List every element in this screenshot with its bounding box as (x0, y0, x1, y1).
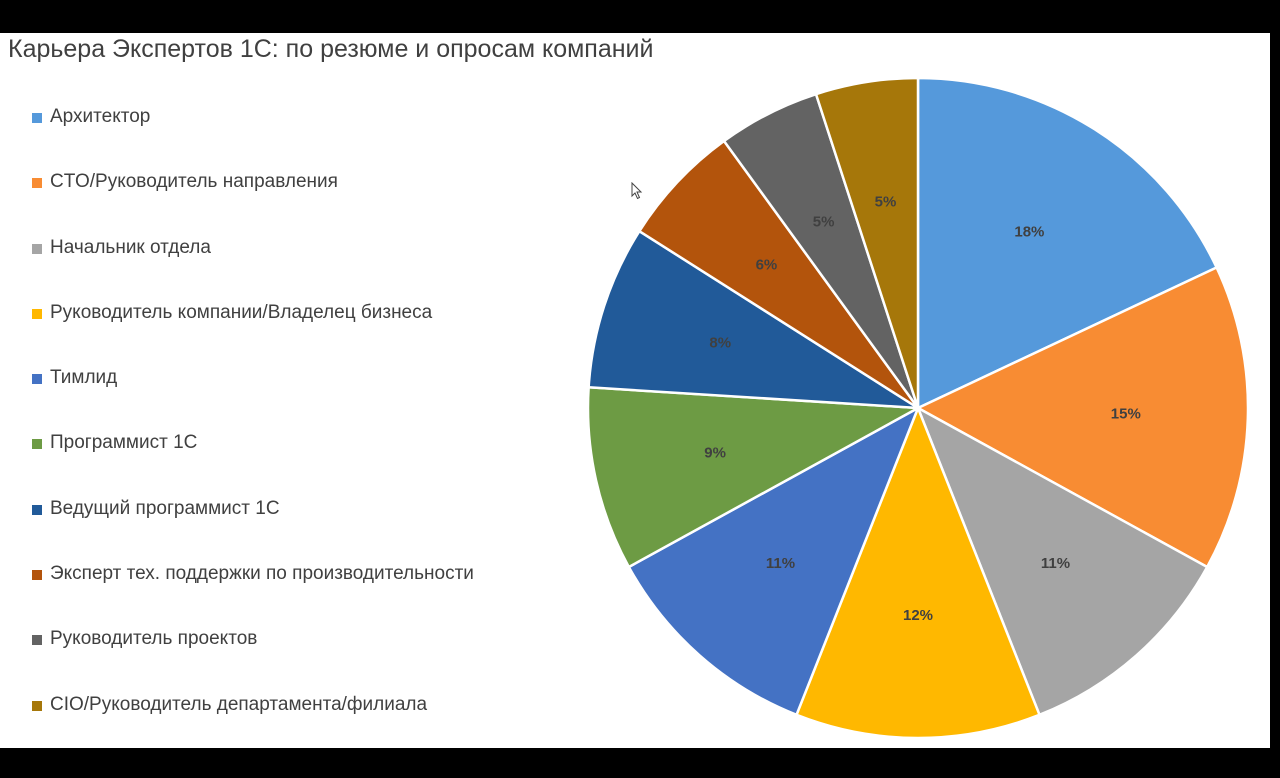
pie-data-label: 9% (704, 444, 726, 461)
legend-label: CTO/Руководитель направления (50, 171, 338, 193)
pie-slice (627, 406, 920, 717)
legend-label: Ведущий программист 1С (50, 497, 280, 519)
legend-label: Руководитель компании/Владелец бизнеса (50, 301, 433, 323)
pie-slice (795, 406, 1041, 740)
pie-slice (586, 386, 920, 569)
legend-swatch (32, 700, 42, 711)
legend-label: Тимлид (50, 367, 118, 389)
legend-item: Эксперт тех. поддержки по производительн… (32, 563, 474, 628)
pie-data-label: 12% (903, 607, 933, 624)
legend-item: CTO/Руководитель направления (32, 171, 474, 236)
slide: Карьера Экспертов 1С: по резюме и опроса… (0, 33, 1270, 748)
pie-data-label: 11% (766, 555, 795, 572)
mouse-cursor-icon (631, 182, 643, 200)
legend-label: Программист 1С (50, 432, 198, 454)
legend-label: Архитектор (50, 106, 151, 127)
legend-swatch (32, 178, 42, 189)
legend-swatch (32, 570, 42, 581)
pie-data-label: 11% (1041, 555, 1070, 572)
pie-data-label: 5% (875, 194, 897, 211)
pie-slice (814, 76, 920, 410)
legend-label: CIO/Руководитель департамента/филиала (50, 693, 428, 715)
legend-swatch (32, 635, 42, 646)
legend-swatch (32, 243, 42, 254)
legend-label: Эксперт тех. поддержки по производительн… (50, 563, 474, 585)
chart-title: Карьера Экспертов 1С: по резюме и опроса… (8, 35, 654, 63)
pie-data-label: 8% (709, 335, 731, 352)
legend-item: Архитектор (32, 106, 474, 171)
chart-legend: Архитектор CTO/Руководитель направления На… (32, 106, 474, 748)
legend-swatch (32, 113, 42, 123)
legend-swatch (32, 308, 42, 319)
pie-chart: 18% 15% 11% 12% 11% 9% 8% 6% 5% 5% (586, 76, 1250, 740)
legend-item: Начальник отдела (32, 237, 474, 302)
pie-data-label: 15% (1111, 405, 1141, 422)
pie-data-label: 5% (813, 214, 835, 231)
pie-data-label: 18% (1014, 223, 1044, 240)
pie-slice (587, 229, 920, 410)
pie-slice (916, 266, 1250, 569)
pie-slice (916, 76, 1218, 410)
legend-label: Руководитель проектов (50, 628, 258, 650)
pie-data-label: 6% (756, 257, 778, 274)
legend-item: Руководитель компании/Владелец бизнеса (32, 302, 474, 367)
legend-swatch (32, 439, 42, 450)
legend-item: Ведущий программист 1С (32, 498, 474, 563)
legend-item: Программист 1С (32, 432, 474, 497)
legend-item: Тимлид (32, 367, 474, 432)
legend-item: Руководитель проектов (32, 628, 474, 693)
legend-swatch (32, 374, 42, 385)
pie-slice (638, 139, 920, 410)
legend-item: CIO/Руководитель департамента/филиала (32, 694, 474, 748)
legend-swatch (32, 504, 42, 515)
legend-label: Начальник отдела (50, 236, 211, 258)
pie-slice (916, 406, 1209, 717)
